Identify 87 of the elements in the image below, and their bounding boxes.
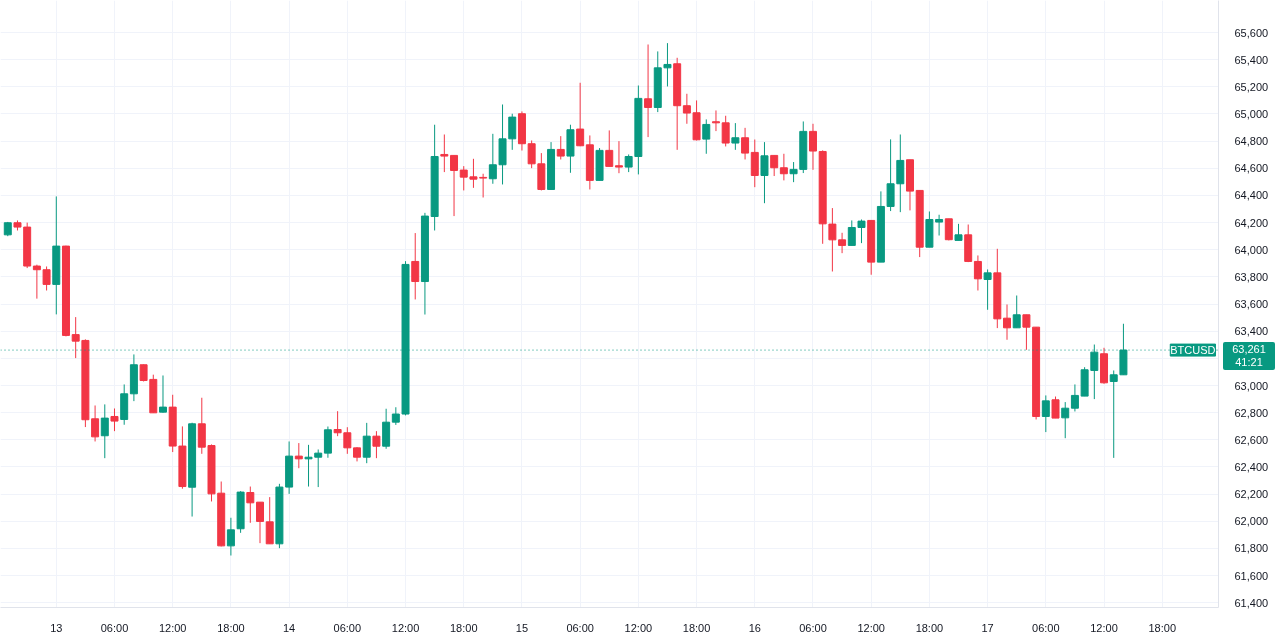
x-tick-label: 12:00 — [391, 621, 420, 634]
candlestick — [770, 154, 779, 177]
candlestick — [896, 134, 905, 213]
y-tick-label: 65,400 — [1234, 53, 1269, 66]
x-tick-label: 06:00 — [799, 621, 827, 634]
y-tick-label: 64,000 — [1234, 243, 1269, 256]
y-tick-label: 63,800 — [1234, 270, 1269, 283]
candlestick — [614, 140, 623, 174]
candlestick — [450, 154, 459, 217]
x-tick-label: 18:00 — [682, 621, 711, 634]
y-tick-label: 62,000 — [1234, 515, 1269, 528]
x-tick-label: 06:00 — [1032, 621, 1060, 634]
candlestick — [226, 517, 235, 556]
x-tick-label: 12:00 — [857, 621, 885, 634]
y-tick-label: 62,200 — [1234, 488, 1269, 501]
x-tick-label: 12:00 — [1090, 621, 1118, 634]
x-tick-label: 12:00 — [158, 621, 187, 634]
candlestick — [265, 496, 274, 545]
y-tick-label: 64,200 — [1234, 216, 1269, 229]
y-tick-label: 63,600 — [1234, 298, 1269, 311]
candlestick — [721, 115, 730, 147]
y-tick-label: 61,600 — [1234, 569, 1269, 582]
candlestick — [741, 127, 750, 160]
candlestick — [1041, 394, 1050, 433]
ref-line-label: BTCUSD — [1170, 344, 1216, 357]
candlestick — [323, 426, 332, 459]
text: 41:21 — [1234, 355, 1264, 369]
candlestick — [702, 118, 711, 155]
candlestick — [576, 82, 585, 147]
candlestick — [440, 134, 449, 173]
x-tick-label: 18:00 — [1148, 621, 1176, 634]
candlestick — [605, 129, 614, 167]
candlestick — [459, 165, 468, 191]
candlestick — [100, 403, 109, 459]
candlestick — [362, 422, 371, 464]
x-tick-label: 06:00 — [333, 621, 362, 634]
x-tick-label: 12:00 — [624, 621, 653, 634]
candlestick — [731, 122, 740, 151]
y-tick-label: 62,400 — [1234, 460, 1269, 473]
candlestick — [1012, 295, 1021, 329]
candlestick — [1022, 314, 1031, 351]
candlestick — [1061, 401, 1070, 439]
candlestick — [246, 486, 255, 524]
x-tick-label: 18:00 — [915, 621, 944, 634]
candlestick — [159, 374, 167, 414]
y-tick-label: 65,000 — [1234, 108, 1269, 120]
x-tick-label: 18:00 — [217, 621, 245, 634]
candlestick — [508, 113, 517, 151]
candlestick — [110, 407, 119, 432]
candlestick — [372, 430, 381, 459]
x-tick-label: 17 — [981, 621, 994, 634]
candlestick — [779, 153, 788, 181]
y-tick-label: 62,800 — [1234, 406, 1269, 419]
y-tick-label: 61,400 — [1234, 596, 1269, 609]
candlestick — [711, 109, 720, 132]
y-tick-label: 64,800 — [1234, 135, 1269, 148]
y-tick-label: 64,600 — [1234, 162, 1269, 175]
x-tick-label: 14 — [283, 621, 296, 634]
x-tick-label: 16 — [748, 621, 761, 634]
candlestick — [750, 139, 759, 188]
candlestick — [32, 264, 41, 300]
x-tick-label: 06:00 — [566, 621, 594, 634]
candlestick — [527, 139, 536, 169]
y-tick-label: 63,400 — [1234, 325, 1269, 338]
candlestick — [760, 141, 769, 204]
y-tick-label: 62,600 — [1234, 433, 1269, 446]
candlestick — [411, 232, 420, 300]
text: 63,261 — [1231, 342, 1267, 356]
x-tick-label: 06:00 — [100, 621, 129, 634]
y-tick-label: 65,600 — [1234, 26, 1269, 39]
candlestick — [1051, 396, 1060, 419]
candlestick — [983, 268, 992, 311]
candlestick — [556, 135, 565, 160]
candlestick — [294, 442, 303, 469]
candlestick — [1003, 303, 1011, 341]
candlestick — [42, 265, 51, 291]
candlestick — [644, 43, 653, 138]
y-tick-label: 61,800 — [1234, 542, 1269, 555]
y-tick-label: 63,000 — [1234, 379, 1269, 392]
x-tick-label: 15 — [515, 621, 529, 634]
x-tick-label: 13 — [50, 621, 63, 634]
y-tick-label: 65,200 — [1234, 80, 1269, 93]
candlestick — [973, 254, 982, 291]
y-tick-label: 64,400 — [1234, 189, 1269, 202]
candlestick — [808, 123, 817, 171]
candlestick — [256, 501, 264, 544]
x-tick-label: 18:00 — [449, 621, 478, 634]
